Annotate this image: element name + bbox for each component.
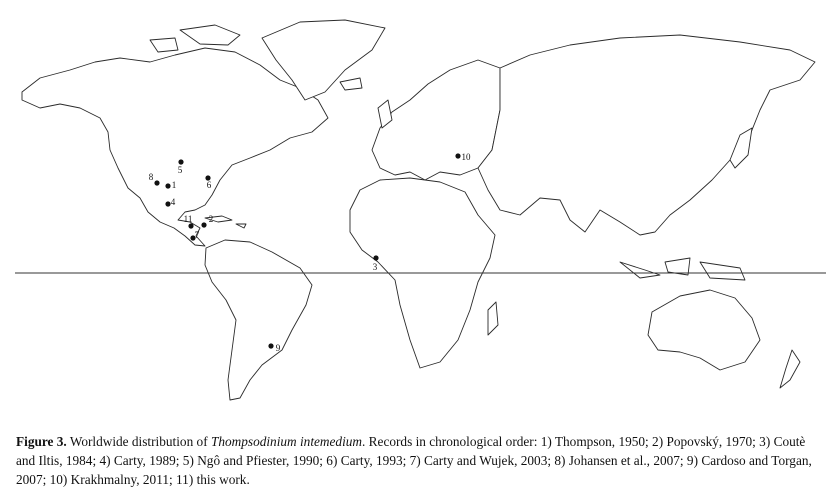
record-dot — [154, 180, 160, 186]
caribbean — [204, 215, 247, 229]
caption-records: . Records in chronological order: 1) Tho… — [16, 434, 812, 487]
record-dot — [205, 175, 211, 181]
record-label: 7 — [195, 230, 200, 240]
record-dot — [178, 159, 184, 165]
world-map: 1 2 3 4 5 6 7 8 9 10 11 — [15, 19, 826, 401]
caption-intro: Worldwide distribution of — [69, 434, 208, 449]
record-label: 6 — [207, 180, 212, 190]
indonesia — [619, 257, 746, 281]
record-dot — [373, 255, 379, 261]
south-america — [204, 239, 313, 401]
uk — [377, 99, 393, 129]
record-dot — [201, 222, 207, 228]
record-dot — [165, 183, 171, 189]
record-label: 5 — [178, 165, 183, 175]
arctic-islands — [149, 24, 241, 53]
record-dot — [455, 153, 461, 159]
north-america — [21, 47, 329, 247]
record-label: 2 — [209, 214, 214, 224]
record-label: 8 — [149, 172, 154, 182]
greenland — [261, 19, 386, 101]
species-name: Thompsodinium intemedium — [210, 434, 363, 449]
figure-label: Figure 3. — [16, 434, 67, 449]
iceland — [339, 77, 363, 91]
record-label: 10 — [462, 152, 472, 162]
record-label: 3 — [373, 262, 378, 272]
record-dot — [190, 235, 196, 241]
caption: Figure 3. Worldwide distribution of Thom… — [16, 432, 824, 489]
record-label: 1 — [172, 180, 177, 190]
asia — [477, 34, 816, 236]
japan — [729, 127, 753, 169]
madagascar — [487, 301, 499, 336]
record-dot — [188, 223, 194, 229]
australia — [647, 289, 761, 371]
record-label: 9 — [276, 343, 281, 353]
record-dot — [165, 201, 171, 207]
record-label: 11 — [184, 214, 193, 224]
new-zealand — [779, 349, 801, 389]
record-dot — [268, 343, 274, 349]
record-label: 4 — [171, 197, 176, 207]
